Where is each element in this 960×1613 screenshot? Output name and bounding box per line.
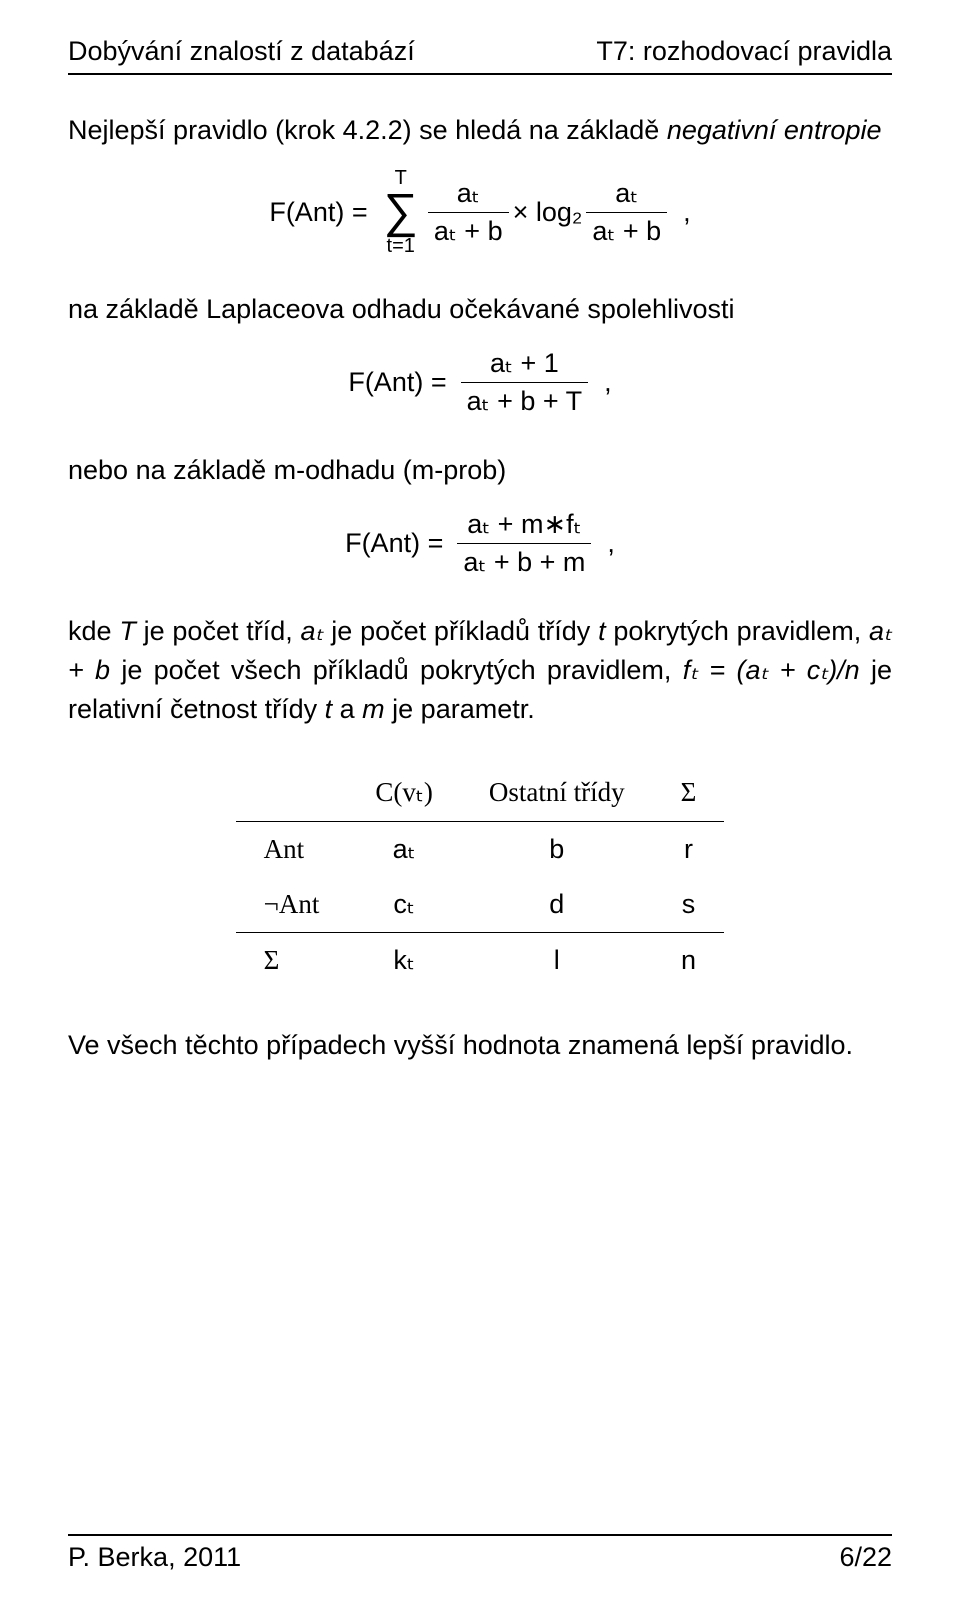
eq-entropy: F(Ant) = T ∑ t=1 aₜ aₜ + b × log₂ aₜ aₜ … — [68, 168, 892, 256]
row0-c2: b — [461, 821, 653, 877]
intro-paragraph: Nejlepší pravidlo (krok 4.2.2) se hledá … — [68, 111, 892, 150]
eq-mprob-frac: aₜ + m∗fₜ aₜ + b + m — [457, 508, 591, 578]
eq-laplace-den: aₜ + b + T — [461, 382, 589, 417]
th-sigma: Σ — [653, 765, 725, 821]
frac1-den: aₜ + b — [428, 212, 509, 247]
contingency-table-wrap: C(vₜ) Ostatní třídy Σ Ant aₜ b r ¬Ant cₜ… — [68, 765, 892, 988]
om: m — [362, 694, 385, 724]
o5: je počet všech příkladů pokrytých pravid… — [110, 655, 683, 685]
row0-c1: aₜ — [347, 821, 460, 877]
row1-c3: s — [653, 877, 725, 933]
sigma-icon: ∑ — [384, 188, 418, 236]
page-footer: P. Berka, 2011 6/22 — [68, 1528, 892, 1573]
row2-c3: n — [653, 932, 725, 988]
mprob-intro: nebo na základě m-odhadu (m-prob) — [68, 451, 892, 490]
th-other: Ostatní třídy — [461, 765, 653, 821]
summation-symbol: T ∑ t=1 — [384, 168, 418, 256]
page-header: Dobývání znalostí z databází T7: rozhodo… — [68, 36, 892, 67]
eq-mprob-den: aₜ + b + m — [457, 543, 591, 578]
sum-lower: t=1 — [387, 236, 415, 256]
table-row: ¬Ant cₜ d s — [236, 877, 725, 933]
row2-c2: l — [461, 932, 653, 988]
intro-pre: Nejlepší pravidlo (krok 4.2.2) se hledá … — [68, 115, 667, 145]
closing-paragraph: Ve všech těchto případech vyšší hodnota … — [68, 1026, 892, 1065]
frac1-num: aₜ — [451, 177, 486, 211]
row1-head: ¬Ant — [236, 877, 348, 933]
eq-entropy-lhs: F(Ant) = — [269, 193, 367, 232]
o7: je parametr. — [385, 694, 535, 724]
footer-left: P. Berka, 2011 — [68, 1542, 241, 1573]
footer-rule — [68, 1534, 892, 1536]
header-right: T7: rozhodovací pravidla — [596, 36, 892, 67]
th-blank — [236, 765, 348, 821]
o2: je počet tříd, — [136, 616, 301, 646]
oft: fₜ = (aₜ + cₜ)/n — [683, 655, 860, 685]
frac2-den: aₜ + b — [586, 212, 667, 247]
table-head-row: C(vₜ) Ostatní třídy Σ — [236, 765, 725, 821]
eq-laplace: F(Ant) = aₜ + 1 aₜ + b + T , — [68, 347, 892, 417]
laplace-intro: na základě Laplaceova odhadu očekávané s… — [68, 290, 892, 329]
oT: T — [119, 616, 136, 646]
row2-head: Σ — [236, 932, 348, 988]
o3: je počet příkladů třídy — [324, 616, 599, 646]
eq-mprob: F(Ant) = aₜ + m∗fₜ aₜ + b + m , — [68, 508, 892, 578]
header-left: Dobývání znalostí z databází — [68, 36, 415, 67]
header-rule — [68, 73, 892, 75]
eq-entropy-frac2: aₜ aₜ + b — [586, 177, 667, 247]
eq-entropy-mid: × log₂ — [513, 193, 583, 232]
row1-c1: cₜ — [347, 877, 460, 933]
contingency-table: C(vₜ) Ostatní třídy Σ Ant aₜ b r ¬Ant cₜ… — [236, 765, 725, 988]
row0-c3: r — [653, 821, 725, 877]
o6b: a — [332, 694, 362, 724]
eq-laplace-num: aₜ + 1 — [484, 347, 565, 381]
row1-c2: d — [461, 877, 653, 933]
ot: t — [598, 616, 606, 646]
row0-head: Ant — [236, 821, 348, 877]
o4: pokrytých pravidlem, — [606, 616, 869, 646]
oat: aₜ — [301, 616, 324, 646]
eq-mprob-lhs: F(Ant) = — [345, 524, 443, 563]
intro-emph: negativní entropie — [667, 115, 882, 145]
eq-laplace-frac: aₜ + 1 aₜ + b + T — [461, 347, 589, 417]
footer-right: 6/22 — [839, 1542, 892, 1573]
row2-c1: kₜ — [347, 932, 460, 988]
eq-mprob-tail: , — [607, 524, 615, 563]
eq-mprob-num: aₜ + m∗fₜ — [461, 508, 587, 542]
eq-laplace-lhs: F(Ant) = — [348, 363, 446, 402]
frac2-num: aₜ — [609, 177, 644, 211]
table-row: Ant aₜ b r — [236, 821, 725, 877]
eq-entropy-frac1: aₜ aₜ + b — [428, 177, 509, 247]
eq-entropy-tail: , — [683, 193, 691, 232]
ot2: t — [325, 694, 333, 724]
th-cvt: C(vₜ) — [347, 765, 460, 821]
content-body: Nejlepší pravidlo (krok 4.2.2) se hledá … — [68, 111, 892, 1065]
table-row: Σ kₜ l n — [236, 932, 725, 988]
eq-laplace-tail: , — [604, 363, 612, 402]
outro-paragraph: kde T je počet tříd, aₜ je počet příklad… — [68, 612, 892, 729]
o1: kde — [68, 616, 119, 646]
